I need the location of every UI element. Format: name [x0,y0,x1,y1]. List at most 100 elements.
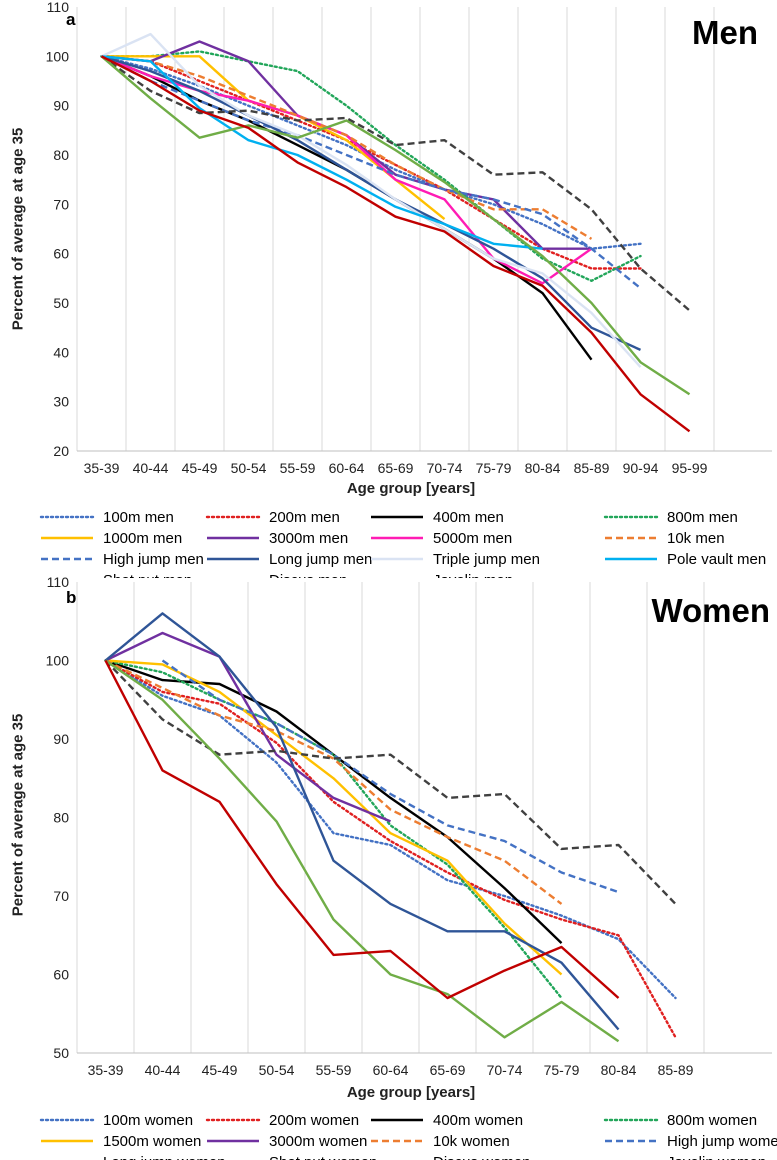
legend-label: Pole vault men [667,551,766,568]
legend-label: Javelin women [667,1154,766,1160]
legend-label: 800m men [667,509,738,526]
series-line-100m-women [104,659,677,1000]
x-tick-label: 50-54 [231,460,267,476]
panel-letter-b: b [66,588,76,607]
series-line-long-jump-women [104,612,620,1031]
legend-label: 200m men [269,509,340,526]
x-tick-label: 80-84 [601,1062,637,1078]
legend-item-200m-women: 200m women [205,1112,359,1129]
x-axis-title-men: Age group [years] [347,480,475,497]
series-line-100m-men [100,55,642,250]
x-tick-label: 75-79 [544,1062,580,1078]
x-tick-label: 60-64 [329,460,365,476]
y-tick-label: 50 [53,295,69,311]
y-tick-label: 60 [53,246,69,262]
legend-item-400m-men: 400m men [371,509,504,526]
series-line-javelin-women [104,659,620,1000]
x-axis-title-women: Age group [years] [347,1084,475,1101]
series-line-shot-put-men [100,55,691,312]
series-line-high-jump-men [100,55,642,290]
y-tick-label: 100 [46,653,70,669]
legend-item-400m-women: 400m women [371,1112,523,1129]
series-line-800m-women [104,659,563,1000]
legend-item-10k-men: 10k men [605,530,725,547]
y-tick-label: 40 [53,344,69,360]
y-tick-label: 60 [53,967,69,983]
series-line-triple-jump-men [101,32,642,368]
chart-panel-men-background [0,0,777,520]
legend-item-5000m-men: 5000m men [371,530,512,547]
legend-item-triple-jump-men: Triple jump men [371,551,540,568]
y-tick-label: 110 [47,0,70,15]
legend-item-3000m-women: 3000m women [207,1133,367,1150]
x-tick-label: 45-49 [202,1062,238,1078]
legend-label: 3000m women [269,1133,367,1150]
series-line-shot-put-women [104,659,677,905]
y-tick-label: 30 [53,394,69,410]
y-axis-title-women: Percent of average at age 35 [9,714,26,917]
plot-area-women: 50 60 70 80 90 100 110 35-39 40-44 45-49 50-54 55-5… [46,574,772,1078]
x-tick-label: 85-89 [574,460,610,476]
x-tick-label: 55-59 [316,1062,352,1078]
panel-letter-a: a [66,10,76,29]
legend-item-long-jump-men: Long jump men [207,551,372,568]
series-line-10k-women [104,659,563,905]
legend-item-high-jump-men: High jump men [41,551,204,568]
legend-label: Triple jump men [433,551,540,568]
legend-item-1000m-men: 1000m men [41,530,182,547]
legend-label: 10k women [433,1133,510,1150]
y-tick-label: 50 [53,1045,69,1061]
legend-item-3000m-men: 3000m men [207,530,348,547]
legend-item-100m-men: 100m men [39,509,174,526]
y-axis-title-men: Percent of average at age 35 [9,128,26,331]
y-tick-label: 80 [53,810,69,826]
x-tick-label: 55-59 [280,460,316,476]
panel-title-women: Women [651,592,770,629]
legend-label: 1500m women [103,1133,201,1150]
x-tick-label: 85-89 [658,1062,694,1078]
legend-item-200m-men: 200m men [205,509,340,526]
legend-label: 100m men [103,509,174,526]
x-tick-label: 70-74 [427,460,463,476]
y-tick-label: 80 [53,147,69,163]
legend-item-1500m-women: 1500m women [41,1133,201,1150]
legend-item-100m-women: 100m women [39,1112,193,1129]
y-tick-label: 70 [53,888,69,904]
panel-title-men: Men [692,14,758,51]
legend-item-800m-men: 800m men [603,509,738,526]
plot-area-men: 20 30 40 50 60 70 80 90 100 110 35-39 40-44 45-49 50-… [46,0,772,476]
legend-men: 100m men 200m men 400m men 800m men 1000m me… [39,509,766,589]
x-tick-label: 50-54 [259,1062,295,1078]
legend-item-800m-women: 800m women [603,1112,757,1129]
legend-label: Shot put women [269,1154,377,1160]
legend-label: 800m women [667,1112,757,1129]
legend-label: 200m women [269,1112,359,1129]
chart-panel-men: 20 30 40 50 60 70 80 90 100 110 35-39 40-44 45-49 50-… [0,0,777,589]
legend-item-discus-women: Discus women [433,1154,531,1160]
legend-item-high-jump-women: High jump women [605,1133,777,1150]
legend-item-long-jump-women: Long jump women [103,1154,226,1160]
series-line-200m-women [104,659,677,1039]
legend-label: Long jump men [269,551,372,568]
legend-item-10k-women: 10k women [371,1133,510,1150]
legend-label: Discus women [433,1154,531,1160]
series-line-200m-men [100,55,642,270]
legend-label: 3000m men [269,530,348,547]
series-line-10k-men [101,55,593,240]
series-line-long-jump-men [101,55,641,351]
legend-label: 5000m men [433,530,512,547]
y-tick-label: 100 [46,48,70,64]
x-tick-label: 95-99 [672,460,708,476]
y-tick-label: 90 [53,731,69,747]
x-tick-label: 75-79 [476,460,512,476]
x-tick-label: 35-39 [84,460,120,476]
x-tick-label: 35-39 [88,1062,124,1078]
series-line-3000m-women [104,631,391,823]
x-tick-label: 70-74 [487,1062,523,1078]
series-line-discus-men [100,55,691,396]
x-tick-label: 45-49 [182,460,218,476]
legend-label: Long jump women [103,1154,226,1160]
legend-label: High jump men [103,551,204,568]
legend-women: 100m women 200m women 400m women 800m women… [39,1112,777,1160]
